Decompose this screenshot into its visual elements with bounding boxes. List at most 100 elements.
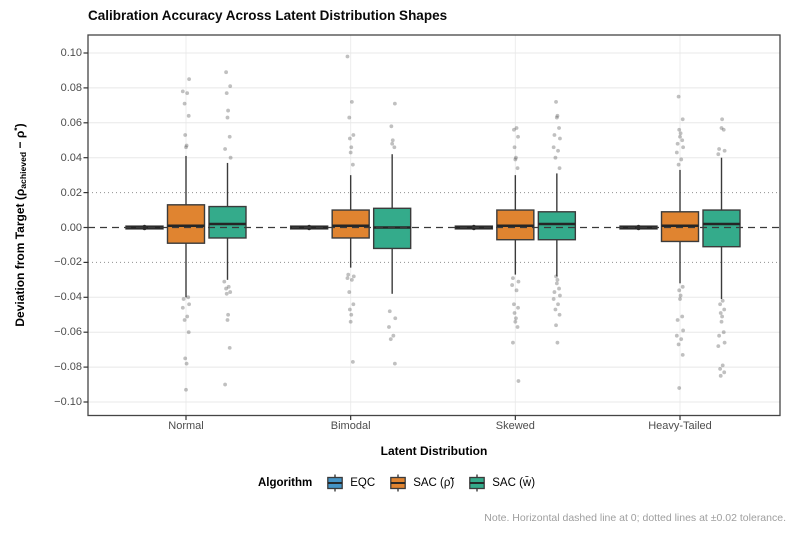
outlier-point bbox=[350, 162, 355, 167]
y-axis-title-sub: achieved bbox=[18, 151, 29, 189]
outlier-point bbox=[224, 291, 229, 296]
y-tick-label: 0.04 bbox=[60, 151, 82, 164]
y-tick-label: 0.02 bbox=[60, 186, 82, 199]
outlier-point bbox=[349, 145, 354, 150]
outlier-point bbox=[720, 117, 725, 122]
outlier-point bbox=[225, 115, 230, 120]
outlier-point bbox=[514, 288, 519, 293]
outlier-point bbox=[717, 333, 722, 338]
legend-item-eqc: EQC bbox=[326, 474, 375, 492]
chart-title: Calibration Accuracy Across Latent Distr… bbox=[88, 8, 448, 23]
outlier-point bbox=[226, 108, 231, 113]
outlier-point bbox=[187, 77, 192, 82]
legend-title: Algorithm bbox=[257, 477, 313, 489]
outlier-point bbox=[679, 157, 684, 162]
outlier-point bbox=[227, 134, 232, 139]
boxplot-key-icon bbox=[469, 474, 486, 492]
y-tick-label: −0.10 bbox=[54, 396, 82, 408]
outlier-point bbox=[228, 290, 233, 294]
outlier-point bbox=[677, 127, 682, 132]
boxplot-sacw-normal bbox=[208, 162, 247, 280]
outlier-point bbox=[187, 302, 192, 307]
outlier-point bbox=[719, 319, 724, 324]
legend-item-label: EQC bbox=[350, 477, 376, 489]
outlier-point bbox=[718, 373, 723, 378]
outlier-point bbox=[511, 340, 515, 345]
outlier-point bbox=[186, 330, 191, 335]
outlier-point bbox=[516, 379, 521, 383]
boxplot-eqc-heavy-tailed bbox=[619, 224, 658, 231]
outlier-point bbox=[348, 150, 353, 155]
boxplot-sacw-skewed bbox=[537, 173, 577, 277]
outlier-point bbox=[514, 155, 518, 160]
outlier-point bbox=[510, 283, 515, 287]
outlier-point bbox=[512, 311, 517, 315]
outlier-point bbox=[224, 286, 229, 291]
outlier-point bbox=[228, 155, 233, 160]
outlier-point bbox=[180, 305, 185, 310]
outlier-point bbox=[681, 145, 686, 150]
outlier-point bbox=[388, 337, 393, 342]
outlier-point bbox=[516, 134, 520, 139]
y-tick-label: −0.08 bbox=[54, 361, 82, 374]
outlier-point bbox=[514, 316, 518, 321]
outlier-point bbox=[389, 124, 394, 129]
outlier-point bbox=[387, 309, 392, 314]
outlier-point bbox=[392, 361, 397, 366]
outlier-point bbox=[555, 277, 560, 282]
outlier-point bbox=[557, 166, 562, 171]
x-tick-label-bimodal: Bimodal bbox=[330, 420, 371, 432]
outlier-point bbox=[557, 312, 562, 317]
outlier-point bbox=[551, 297, 556, 301]
x-tick-label-heavy-tailed: Heavy-Tailed bbox=[648, 420, 712, 432]
outlier-point bbox=[223, 147, 228, 151]
panel-border bbox=[87, 34, 781, 417]
outlier-point bbox=[393, 316, 398, 321]
outlier-point bbox=[226, 312, 231, 317]
outlier-point bbox=[677, 288, 682, 293]
y-tick-label: −0.04 bbox=[54, 291, 82, 304]
outlier-point bbox=[387, 325, 391, 329]
outlier-point bbox=[186, 113, 191, 118]
outlier-point bbox=[347, 290, 352, 294]
y-tick-label: 0.10 bbox=[60, 47, 82, 59]
outlier-point bbox=[720, 363, 725, 368]
boxplot-sacw-heavy-tailed bbox=[702, 157, 741, 300]
outlier-point bbox=[720, 298, 725, 303]
outlier-point bbox=[721, 330, 726, 335]
outlier-point bbox=[679, 337, 684, 342]
outlier-point bbox=[516, 305, 520, 310]
outlier-point bbox=[556, 302, 560, 307]
outlier-point bbox=[345, 54, 350, 59]
outlier-point bbox=[348, 319, 353, 324]
outlier-point bbox=[350, 359, 355, 364]
y-tick-label: −0.06 bbox=[54, 326, 82, 339]
outlier-point bbox=[557, 126, 561, 130]
outlier-point bbox=[720, 314, 725, 319]
legend-item-label: SAC (w̄) bbox=[492, 477, 536, 489]
outlier-point bbox=[227, 346, 232, 350]
outlier-point bbox=[185, 91, 190, 96]
y-axis-title-post: ) bbox=[12, 123, 27, 128]
outlier-point bbox=[184, 387, 188, 392]
outlier-point bbox=[184, 145, 188, 150]
outlier-point bbox=[678, 134, 682, 139]
legend: Algorithm EQC SAC (ρ̃) SAC (w̄) bbox=[0, 474, 793, 492]
y-axis-title-pre: Deviation from Target (ρ bbox=[12, 188, 27, 327]
outlier-point bbox=[553, 307, 558, 312]
outlier-point bbox=[186, 295, 191, 300]
outlier-point bbox=[674, 333, 679, 338]
outlier-point bbox=[676, 94, 681, 99]
outlier-point bbox=[351, 302, 356, 307]
outlier-point bbox=[514, 126, 519, 130]
outlier-point bbox=[722, 148, 727, 153]
outlier-point bbox=[516, 279, 521, 284]
y-tick-label: −0.02 bbox=[54, 256, 82, 269]
outlier-point bbox=[181, 297, 186, 301]
x-axis-title: Latent Distribution bbox=[380, 444, 488, 458]
legend-item-label: SAC (ρ̃) bbox=[413, 477, 455, 489]
outlier-point bbox=[554, 115, 559, 120]
boxplot-sac-heavy-tailed bbox=[660, 169, 700, 284]
outlier-point bbox=[676, 162, 681, 167]
